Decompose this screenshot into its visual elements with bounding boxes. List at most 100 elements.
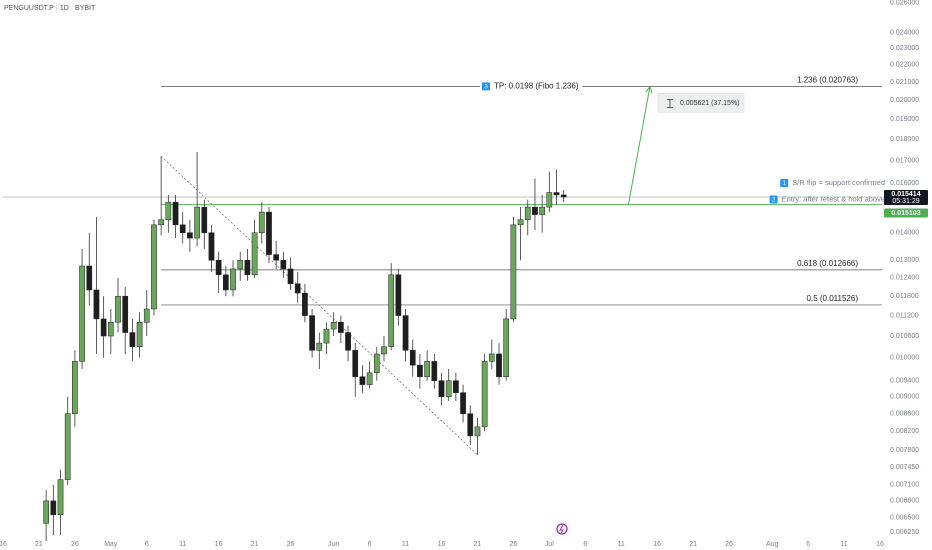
candle-body xyxy=(86,265,93,291)
candle-body xyxy=(194,206,200,239)
measure-icon xyxy=(666,98,673,108)
candle-body xyxy=(510,224,517,320)
x-tick-label: 11 xyxy=(618,541,625,548)
candle-body xyxy=(402,315,409,351)
y-tick-label: 0.008600 xyxy=(890,411,919,418)
candle-body xyxy=(395,274,402,316)
candle-body xyxy=(143,308,150,323)
x-tick-label: 11 xyxy=(402,541,409,548)
event-icon-bolt xyxy=(559,524,564,534)
candle-body xyxy=(388,274,395,347)
candle-body xyxy=(179,224,186,233)
y-tick-label: 0.022000 xyxy=(890,62,919,69)
candle-body xyxy=(215,259,222,276)
candle-body xyxy=(445,380,452,398)
x-tick-label: May xyxy=(104,541,118,548)
y-tick-label: 0.019000 xyxy=(890,116,919,123)
candle-body xyxy=(208,232,215,261)
x-tick-label: 11 xyxy=(840,541,847,548)
y-tick-label: 0.006800 xyxy=(890,498,919,505)
candle-body xyxy=(453,380,459,393)
y-tick-label: 0.012400 xyxy=(890,275,919,282)
candle-body xyxy=(409,350,416,366)
candle-body xyxy=(352,350,359,377)
y-tick-label: 0.007800 xyxy=(890,447,919,454)
candle-body xyxy=(359,376,366,385)
note-badge xyxy=(780,178,789,187)
x-tick-label: 26 xyxy=(287,541,295,548)
event-icon[interactable] xyxy=(556,523,568,535)
candle-body xyxy=(539,206,545,215)
x-tick-label: 16 xyxy=(0,541,7,548)
candle-body xyxy=(424,361,430,377)
y-tick-label: 0.018000 xyxy=(890,136,919,143)
x-tick-label: 16 xyxy=(653,541,661,548)
x-tick-label: Jul xyxy=(545,541,554,548)
y-tick-label: 0.011800 xyxy=(890,293,919,300)
x-tick-label: 11 xyxy=(179,541,186,548)
candle-body xyxy=(323,328,330,344)
candle-body xyxy=(338,322,344,333)
candle-body xyxy=(273,254,280,261)
entry-badge xyxy=(884,208,928,218)
note-badge-text: 1 xyxy=(783,181,787,187)
candle-body xyxy=(187,232,193,239)
y-tick-label: 0.006500 xyxy=(890,514,919,521)
candle-body xyxy=(366,372,373,385)
y-tick-label: 0.009000 xyxy=(890,394,919,401)
candle-body xyxy=(560,194,567,198)
candle-body xyxy=(431,361,438,381)
tp-label: TP: 0.0198 (Fibo 1.236) xyxy=(494,81,579,90)
y-tick-label: 0.024000 xyxy=(890,29,919,36)
candle-body xyxy=(57,479,64,516)
tp-badge xyxy=(482,82,490,91)
price-badge xyxy=(884,189,928,205)
candle-body xyxy=(93,289,100,320)
candle-body xyxy=(381,346,387,355)
x-tick-label: 21 xyxy=(474,541,482,548)
candle-body xyxy=(201,206,208,233)
tp-badge-text: 3 xyxy=(484,84,488,90)
candle-body xyxy=(309,315,315,351)
y-tick-label: 0.020000 xyxy=(890,97,919,104)
x-tick-label: 21 xyxy=(35,541,43,548)
candle-body xyxy=(517,219,524,226)
entry-badge-text: 0.015103 xyxy=(891,210,920,217)
target-arrow xyxy=(627,86,651,205)
y-tick-label: 0.013000 xyxy=(890,257,919,264)
countdown-text: 05:31:29 xyxy=(892,198,919,205)
candle-body xyxy=(165,201,172,220)
candle-body xyxy=(474,426,481,437)
y-tick-label: 0.006250 xyxy=(890,529,919,536)
candle-body xyxy=(302,292,308,316)
note-text: Entry: after retest & hold above xyxy=(782,195,885,204)
x-tick-label: 16 xyxy=(876,541,884,548)
candle-body xyxy=(64,413,71,480)
candle-body xyxy=(50,500,57,516)
x-tick-label: 21 xyxy=(689,541,697,548)
candle-body xyxy=(438,380,445,398)
x-tick-label: 26 xyxy=(509,541,517,548)
candle-body xyxy=(129,332,136,347)
candle-body xyxy=(172,201,179,226)
fib-label: 1.236 (0.020763) xyxy=(797,75,858,84)
measure-box xyxy=(657,93,745,113)
x-tick-label: 21 xyxy=(251,541,259,548)
x-tick-label: 16 xyxy=(215,541,223,548)
candle-body xyxy=(251,232,258,276)
y-tick-label: 0.016000 xyxy=(890,180,919,187)
candle-body xyxy=(503,318,510,377)
candle-body xyxy=(481,361,488,428)
note-badge xyxy=(769,195,778,204)
candle-body xyxy=(280,259,287,270)
candle-body xyxy=(460,392,466,414)
trendline xyxy=(160,156,478,455)
x-tick-label: Aug xyxy=(766,541,779,548)
candle-body xyxy=(287,268,294,285)
candle-body xyxy=(266,211,272,255)
candle-body xyxy=(488,353,495,362)
candle-body xyxy=(524,206,531,220)
note-badge-text: 2 xyxy=(772,198,776,204)
